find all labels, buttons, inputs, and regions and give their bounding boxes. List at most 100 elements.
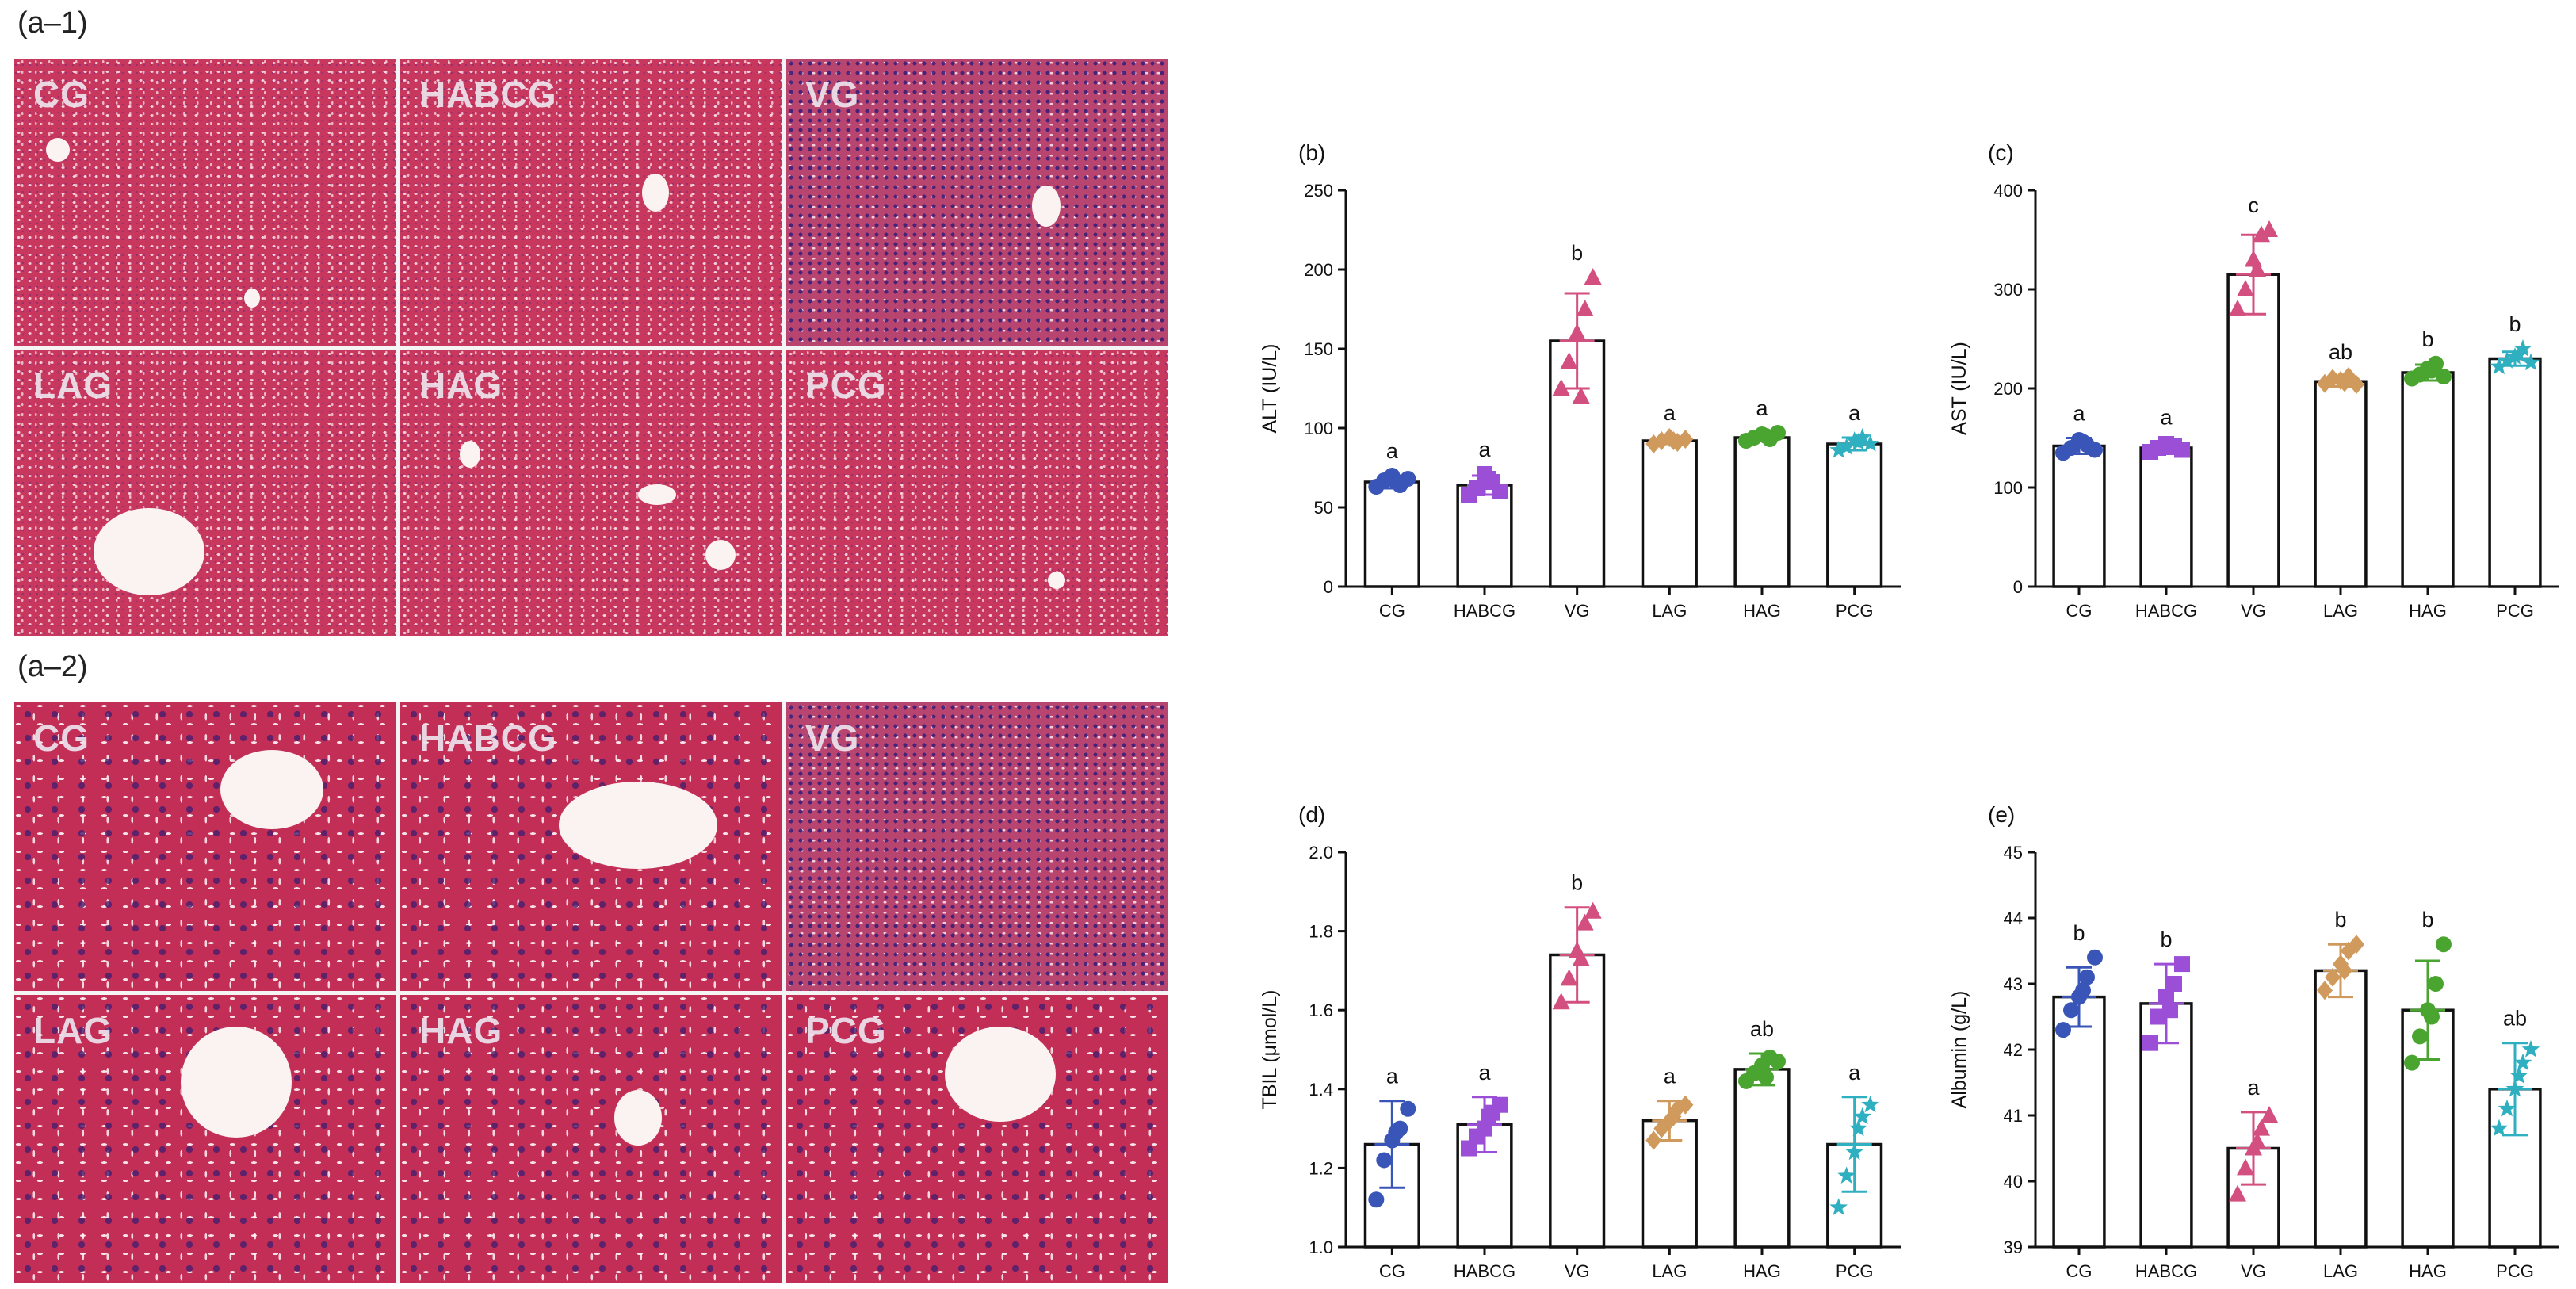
data-point: [1572, 949, 1590, 966]
data-point: [2436, 369, 2452, 384]
data-point: [2237, 1158, 2254, 1176]
data-point: [2521, 1040, 2540, 1058]
data-point: [2055, 1022, 2071, 1038]
micrograph-label: HABCG: [419, 74, 557, 115]
data-point: [1853, 1107, 1872, 1125]
data-point: [1665, 431, 1682, 450]
micrograph-high-hag: HAG: [400, 994, 782, 1283]
significance-letter: a: [1664, 1065, 1676, 1088]
data-point: [1829, 441, 1848, 458]
data-point: [2063, 1002, 2079, 1019]
data-point: [2424, 1008, 2440, 1025]
data-point: [2349, 935, 2364, 954]
data-point: [1560, 352, 1578, 369]
data-point: [2162, 1002, 2178, 1019]
x-tick-label: PCG: [2496, 1261, 2534, 1281]
micrograph-high-lag: LAG: [14, 994, 396, 1283]
significance-letter: b: [2160, 928, 2172, 951]
y-tick-label: 1.0: [1309, 1237, 1333, 1257]
data-point: [1861, 434, 1880, 452]
chart-panel-label: (c): [1988, 140, 2014, 165]
significance-letter: a: [2073, 402, 2085, 426]
data-point: [1829, 1198, 1848, 1215]
y-tick-label: 39: [2004, 1237, 2023, 1257]
significance-letter: c: [2248, 193, 2259, 217]
data-point: [2229, 1184, 2246, 1202]
data-point: [2079, 969, 2095, 985]
data-point: [2490, 357, 2509, 375]
data-point: [1576, 913, 1594, 931]
data-point: [1388, 1124, 1405, 1141]
data-point: [1665, 1107, 1682, 1126]
significance-letter: a: [1478, 438, 1491, 461]
data-point: [2142, 1035, 2158, 1051]
chart-panel-label: (e): [1988, 802, 2015, 827]
y-tick-label: 43: [2004, 974, 2023, 994]
data-point: [1572, 387, 1590, 404]
y-tick-label: 2.0: [1309, 843, 1333, 863]
x-tick-label: CG: [1379, 1261, 1405, 1281]
data-point: [2513, 1053, 2532, 1071]
panel-label-a2: (a–2): [17, 650, 88, 683]
y-axis-label: TBIL (μmol/L): [1259, 989, 1281, 1109]
data-point: [2424, 362, 2440, 379]
data-point: [2174, 956, 2190, 973]
micrograph-high-habcg: HABCG: [400, 702, 782, 991]
micrograph-label: LAG: [33, 1009, 113, 1051]
y-tick-label: 250: [1304, 181, 1333, 201]
significance-letter: a: [1478, 1061, 1491, 1084]
x-tick-label: VG: [2241, 1261, 2266, 1281]
data-point: [1849, 1119, 1868, 1137]
bar: [2488, 1088, 2542, 1249]
y-tick-label: 200: [1993, 379, 2023, 399]
data-point: [1560, 969, 1578, 986]
y-tick-label: 100: [1993, 478, 2023, 498]
y-tick-label: 50: [1314, 498, 1333, 518]
micrograph-low-habcg: HABCG: [400, 59, 782, 346]
y-tick-label: 0: [1324, 577, 1333, 597]
data-point: [2521, 353, 2540, 371]
micrograph-low-lag: LAG: [14, 349, 396, 636]
data-point: [1376, 1152, 1393, 1169]
data-point: [1388, 474, 1405, 490]
y-axis-label: AST (IU/L): [1950, 342, 1970, 435]
chart-panel-label: (b): [1298, 140, 1325, 165]
x-tick-label: PCG: [2496, 601, 2534, 621]
y-tick-label: 400: [1993, 181, 2023, 201]
x-tick-label: HAG: [2409, 601, 2447, 621]
data-point: [1400, 471, 1416, 487]
bar: [2401, 371, 2455, 588]
data-point: [2404, 1054, 2420, 1071]
x-tick-label: LAG: [1652, 601, 1687, 621]
data-point: [1853, 428, 1872, 446]
y-tick-label: 41: [2004, 1106, 2023, 1126]
significance-letter: b: [2509, 312, 2521, 336]
significance-letter: ab: [1750, 1017, 1774, 1041]
data-point: [1758, 1069, 1774, 1085]
data-point: [2505, 347, 2524, 365]
x-tick-label: LAG: [2323, 601, 2358, 621]
data-point: [2509, 345, 2528, 363]
data-point: [2505, 1079, 2524, 1097]
data-point: [1677, 1095, 1694, 1115]
bar: [2314, 969, 2368, 1249]
data-point: [1770, 1053, 1786, 1069]
y-tick-label: 100: [1304, 419, 1333, 438]
bar: [1733, 436, 1791, 588]
micrograph-low-cg: CG: [14, 59, 396, 346]
data-point: [2490, 1119, 2509, 1137]
micrograph-grid-low-mag: CG HABCG VG LAG HAG PCG: [14, 59, 1168, 636]
significance-letter: a: [1848, 1061, 1861, 1084]
data-point: [2317, 981, 2333, 1000]
data-point: [1400, 1100, 1416, 1117]
data-point: [2337, 961, 2352, 981]
data-point: [2162, 438, 2178, 455]
significance-letter: a: [1848, 401, 1861, 425]
x-tick-label: HABCG: [2135, 601, 2197, 621]
bar: [1733, 1068, 1791, 1249]
micrograph-label: VG: [805, 717, 860, 759]
data-point: [2249, 1132, 2266, 1149]
significance-letter: a: [1386, 1065, 1399, 1088]
x-tick-label: HAG: [1743, 1261, 1781, 1281]
micrograph-label: HAG: [419, 364, 503, 406]
